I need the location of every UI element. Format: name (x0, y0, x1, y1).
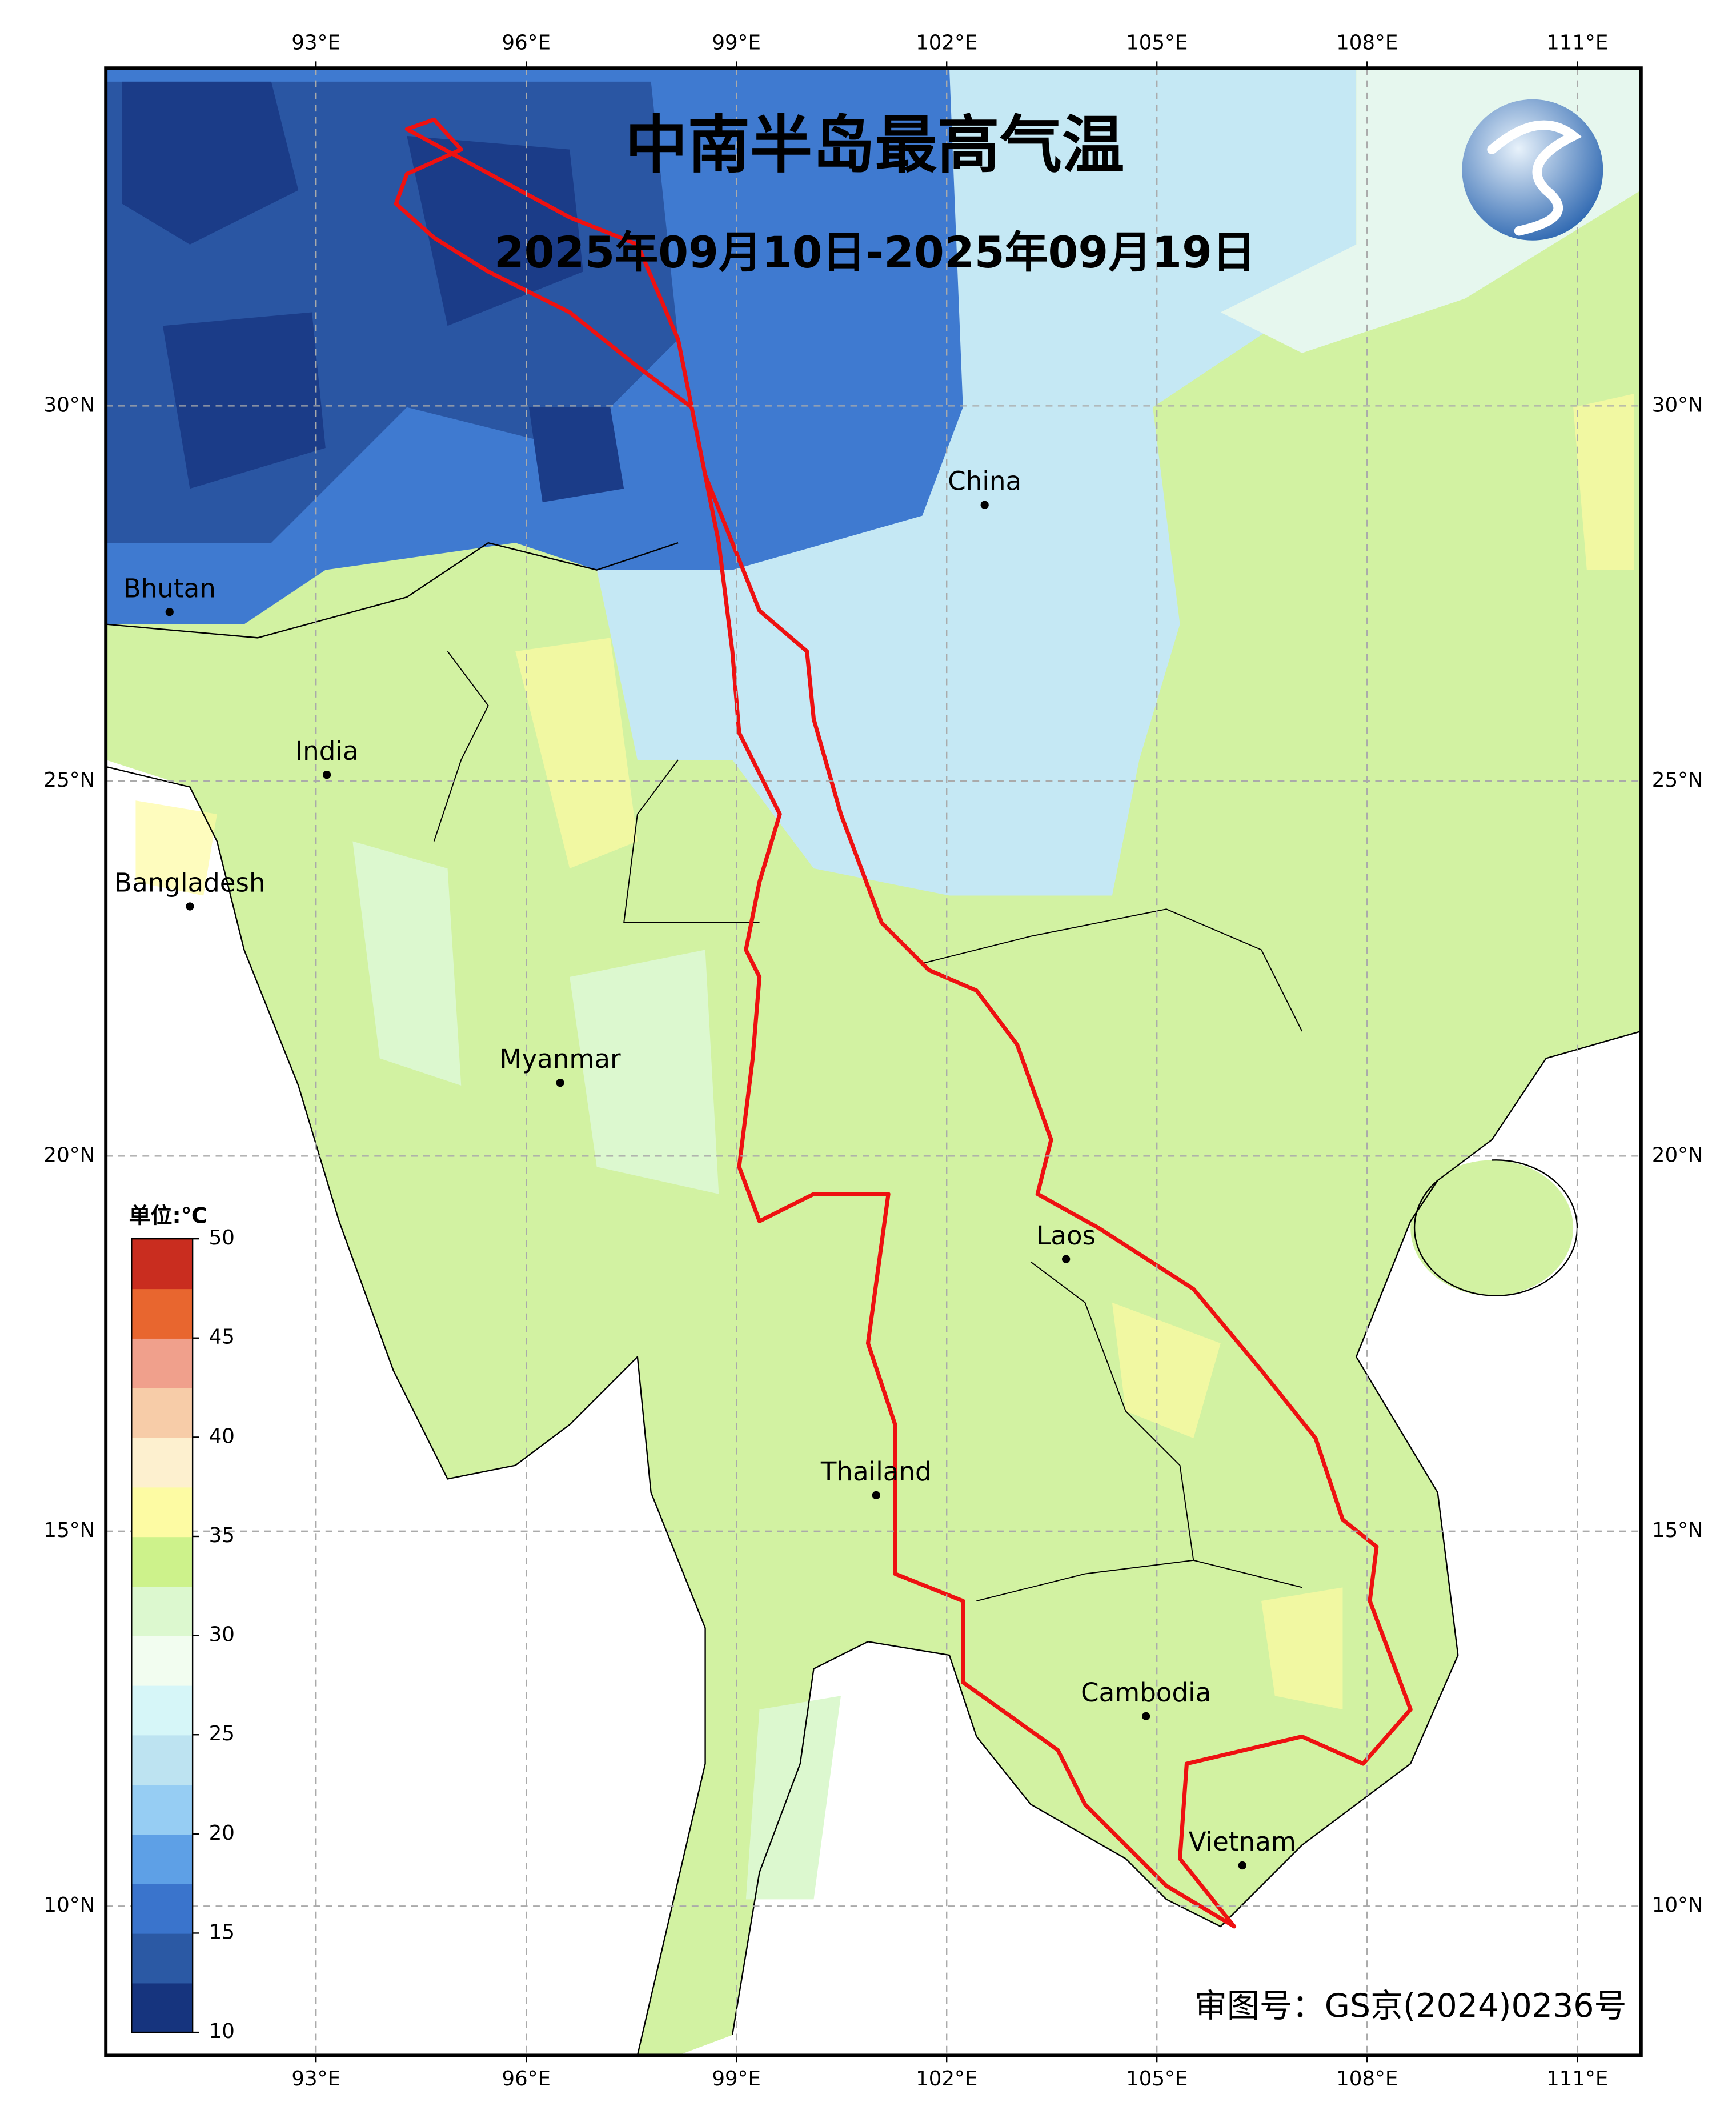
lon-tick-label: 108°E (1336, 31, 1398, 54)
lat-tick-label: 15°N (1652, 1519, 1703, 1542)
colorbar-band (131, 1288, 193, 1339)
colorbar-band (131, 1784, 193, 1835)
place-label: Bangladesh (114, 867, 265, 898)
colorbar-band (131, 1735, 193, 1785)
colorbar-tick-label: 30 (209, 1623, 235, 1647)
place-label: Vietnam (1189, 1827, 1296, 1857)
logo (1462, 99, 1603, 241)
lon-tick-label: 96°E (502, 31, 551, 54)
colorbar-band (131, 1933, 193, 1984)
lat-tick-label: 10°N (1652, 1893, 1703, 1917)
place-dot (186, 902, 194, 911)
lat-tick-label: 10°N (43, 1893, 95, 1917)
colorbar-tick-label: 35 (209, 1524, 235, 1547)
lon-tick-label: 105°E (1126, 2067, 1188, 2091)
subtitle: 2025年09月10日-2025年09月19日 (494, 227, 1256, 278)
place-label: Laos (1036, 1220, 1096, 1251)
colorbar-tick-label: 50 (209, 1226, 235, 1250)
colorbar-band (131, 1387, 193, 1438)
lon-tick-label: 105°E (1126, 31, 1188, 54)
place-label: Cambodia (1081, 1677, 1211, 1708)
colorbar-tick-label: 25 (209, 1722, 235, 1745)
title: 中南半岛最高气温 (626, 109, 1125, 181)
colorbar: 单位:℃ 10 15 20 25 30 35 40 45 50 (129, 1203, 235, 2043)
lon-tick-label: 102°E (916, 2067, 977, 2091)
place-dot (556, 1078, 564, 1087)
place-dot (1142, 1712, 1150, 1720)
lon-tick-label: 102°E (916, 31, 977, 54)
place-dot (323, 771, 331, 779)
lat-tick-label: 25°N (43, 768, 95, 792)
place-label: India (295, 736, 359, 766)
basin-boundary (394, 117, 1413, 1929)
lon-tick-label: 93°E (291, 31, 340, 54)
colorbar-band (131, 1487, 193, 1538)
colorbar-band (131, 1536, 193, 1587)
colorbar-band (131, 1338, 193, 1388)
colorbar-band (131, 1983, 193, 2033)
map-frame (104, 66, 1643, 2057)
colorbar-tick-label: 20 (209, 1821, 235, 1845)
land-field (106, 68, 1641, 2056)
lon-tick-label: 99°E (712, 31, 761, 54)
place-label: Thailand (820, 1456, 932, 1487)
lat-tick-label: 15°N (43, 1519, 95, 1542)
place-label: China (948, 466, 1021, 497)
lon-tick-label: 108°E (1336, 2067, 1398, 2091)
place-dot (165, 608, 174, 616)
colorbar-tick-label: 15 (209, 1920, 235, 1944)
colorbar-band (131, 1586, 193, 1636)
lat-tick-label: 20°N (43, 1143, 95, 1167)
lon-tick-label: 99°E (712, 2067, 761, 2091)
coldest-field (122, 81, 624, 502)
place-dot (980, 501, 989, 509)
lon-tick-label: 96°E (502, 2067, 551, 2091)
lon-tick-label: 111°E (1546, 31, 1608, 54)
place-dot (1062, 1255, 1071, 1263)
hainan-field (1410, 1160, 1574, 1296)
coastline (106, 542, 1641, 2056)
approval-number: 审图号：GS京(2024)0236号 (1194, 1987, 1627, 2025)
lon-tick-label: 93°E (291, 2067, 340, 2091)
colorbar-unit: 单位:℃ (129, 1203, 207, 1228)
colorbar-tick-label: 10 (209, 2020, 235, 2043)
colorbar-band (131, 1239, 193, 1290)
colorbar-band (131, 1437, 193, 1488)
lat-tick-label: 20°N (1652, 1143, 1703, 1167)
mild-patches (352, 841, 841, 1900)
colorbar-band (131, 1685, 193, 1736)
colorbar-tick-label: 40 (209, 1424, 235, 1448)
colorbar-band (131, 1635, 193, 1686)
lat-tick-label: 30°N (1652, 393, 1703, 417)
graticule: 93°E 93°E 96°E 96°E 99°E 99°E 102°E 102°E 105°E 1… (43, 31, 1703, 2091)
place-label: Bhutan (123, 573, 216, 603)
place-label: Myanmar (500, 1044, 621, 1074)
places: China Bhutan India Bangladesh Myanmar La… (114, 466, 1296, 1870)
place-dot (1238, 1861, 1246, 1870)
border (433, 651, 1303, 1601)
lat-tick-label: 30°N (43, 393, 95, 417)
lon-tick-label: 111°E (1546, 2067, 1608, 2091)
lat-tick-label: 25°N (1652, 768, 1703, 792)
colorbar-band (131, 1833, 193, 1884)
cool-field (596, 68, 1357, 896)
map-field (106, 68, 1641, 2056)
colorbar-band (131, 1883, 193, 1934)
colorbar-tick-label: 45 (209, 1326, 235, 1349)
place-dot (872, 1491, 880, 1499)
